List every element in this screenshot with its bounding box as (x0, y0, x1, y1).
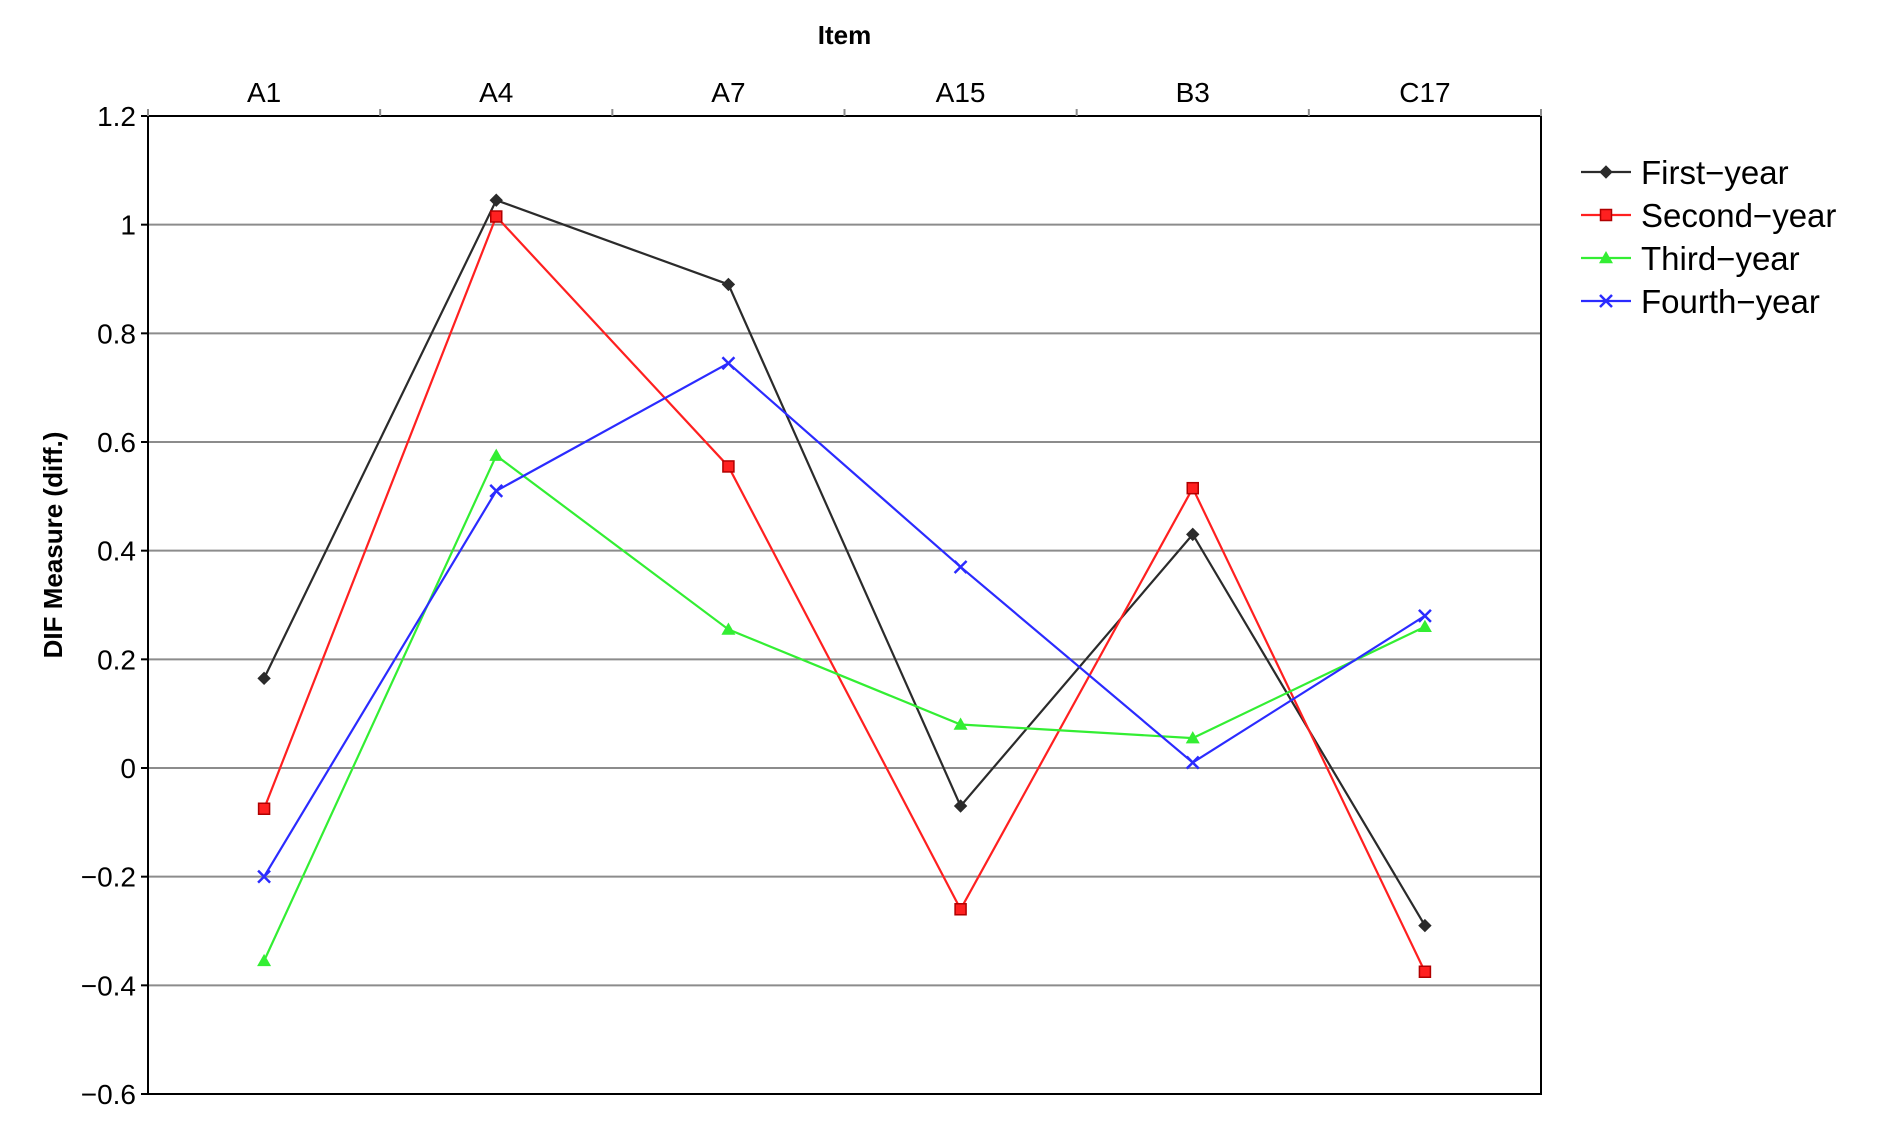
data-point (1417, 619, 1432, 632)
series-2 (257, 210, 1432, 978)
y-tick-label: 0.4 (97, 536, 136, 567)
legend-label: Third−year (1641, 240, 1800, 277)
gridlines (148, 223, 1541, 987)
y-tick-label: 1 (120, 210, 136, 241)
legend-label: First−year (1641, 154, 1789, 191)
data-point (489, 448, 504, 461)
y-tick-label: 1.2 (97, 101, 136, 132)
legend-item: First−year (1581, 154, 1789, 191)
legend-marker (1599, 165, 1613, 179)
legend-item: Second−year (1581, 197, 1836, 234)
y-tick-label: 0.8 (97, 318, 136, 349)
plot-area-frame (147, 115, 1542, 1095)
data-point (953, 717, 968, 730)
data-point (257, 953, 272, 967)
data-point (257, 802, 271, 815)
data-point (954, 903, 967, 916)
series-line (263, 453, 1426, 962)
data-point (489, 484, 504, 498)
data-point (722, 460, 735, 473)
x-tick-label: A1 (247, 77, 281, 108)
series-lines (257, 193, 1432, 978)
series-line (263, 198, 1426, 927)
series-4 (257, 356, 1432, 884)
x-tick-label: A15 (936, 77, 986, 108)
y-tick-label: −0.4 (81, 970, 136, 1001)
data-point (1418, 608, 1432, 623)
legend-item: Fourth−year (1581, 283, 1820, 320)
y-axis-title: DIF Measure (diff.) (38, 432, 68, 659)
x-tick-label: C17 (1399, 77, 1450, 108)
y-tick-label: −0.2 (81, 862, 136, 893)
x-tick-label: B3 (1176, 77, 1210, 108)
legend: First−year Second−year Third−year Fourth−ye… (1581, 154, 1836, 320)
legend-item: Third−year (1581, 240, 1800, 277)
series-line (263, 214, 1426, 973)
series-1 (257, 193, 1432, 933)
y-tick-label: 0.6 (97, 427, 136, 458)
y-tick-label: −0.6 (81, 1079, 136, 1110)
data-point (257, 671, 271, 686)
data-point (721, 356, 736, 371)
axis-ticks (141, 109, 1542, 1095)
legend-marker (1599, 251, 1613, 264)
y-tick-label: 0 (120, 753, 136, 784)
legend-marker (1599, 294, 1613, 308)
data-point (1418, 965, 1432, 978)
legend-label: Second−year (1641, 197, 1836, 234)
x-tick-label: A4 (479, 77, 513, 108)
data-point (1185, 755, 1200, 770)
data-point (1418, 918, 1432, 933)
data-point (953, 799, 968, 813)
series-line (263, 361, 1426, 878)
data-point (1186, 527, 1200, 542)
y-tick-label: 0.2 (97, 644, 136, 675)
data-point (1185, 731, 1200, 744)
data-point (953, 560, 968, 574)
legend-label: Fourth−year (1641, 283, 1820, 320)
series-3 (257, 448, 1432, 967)
data-point (257, 869, 271, 884)
data-point (489, 193, 503, 207)
x-axis-title: Item (818, 20, 871, 50)
data-point (721, 622, 736, 635)
tick-labels: −0.6 −0.4 −0.2 0 0.2 0.4 0.6 0.8 1 1.2 A1 A4 A7 A15 B3… (81, 77, 1451, 1110)
data-point (721, 277, 736, 292)
x-tick-label: A7 (711, 77, 745, 108)
data-point (1186, 481, 1199, 495)
legend-marker (1599, 208, 1613, 222)
data-point (490, 210, 503, 223)
